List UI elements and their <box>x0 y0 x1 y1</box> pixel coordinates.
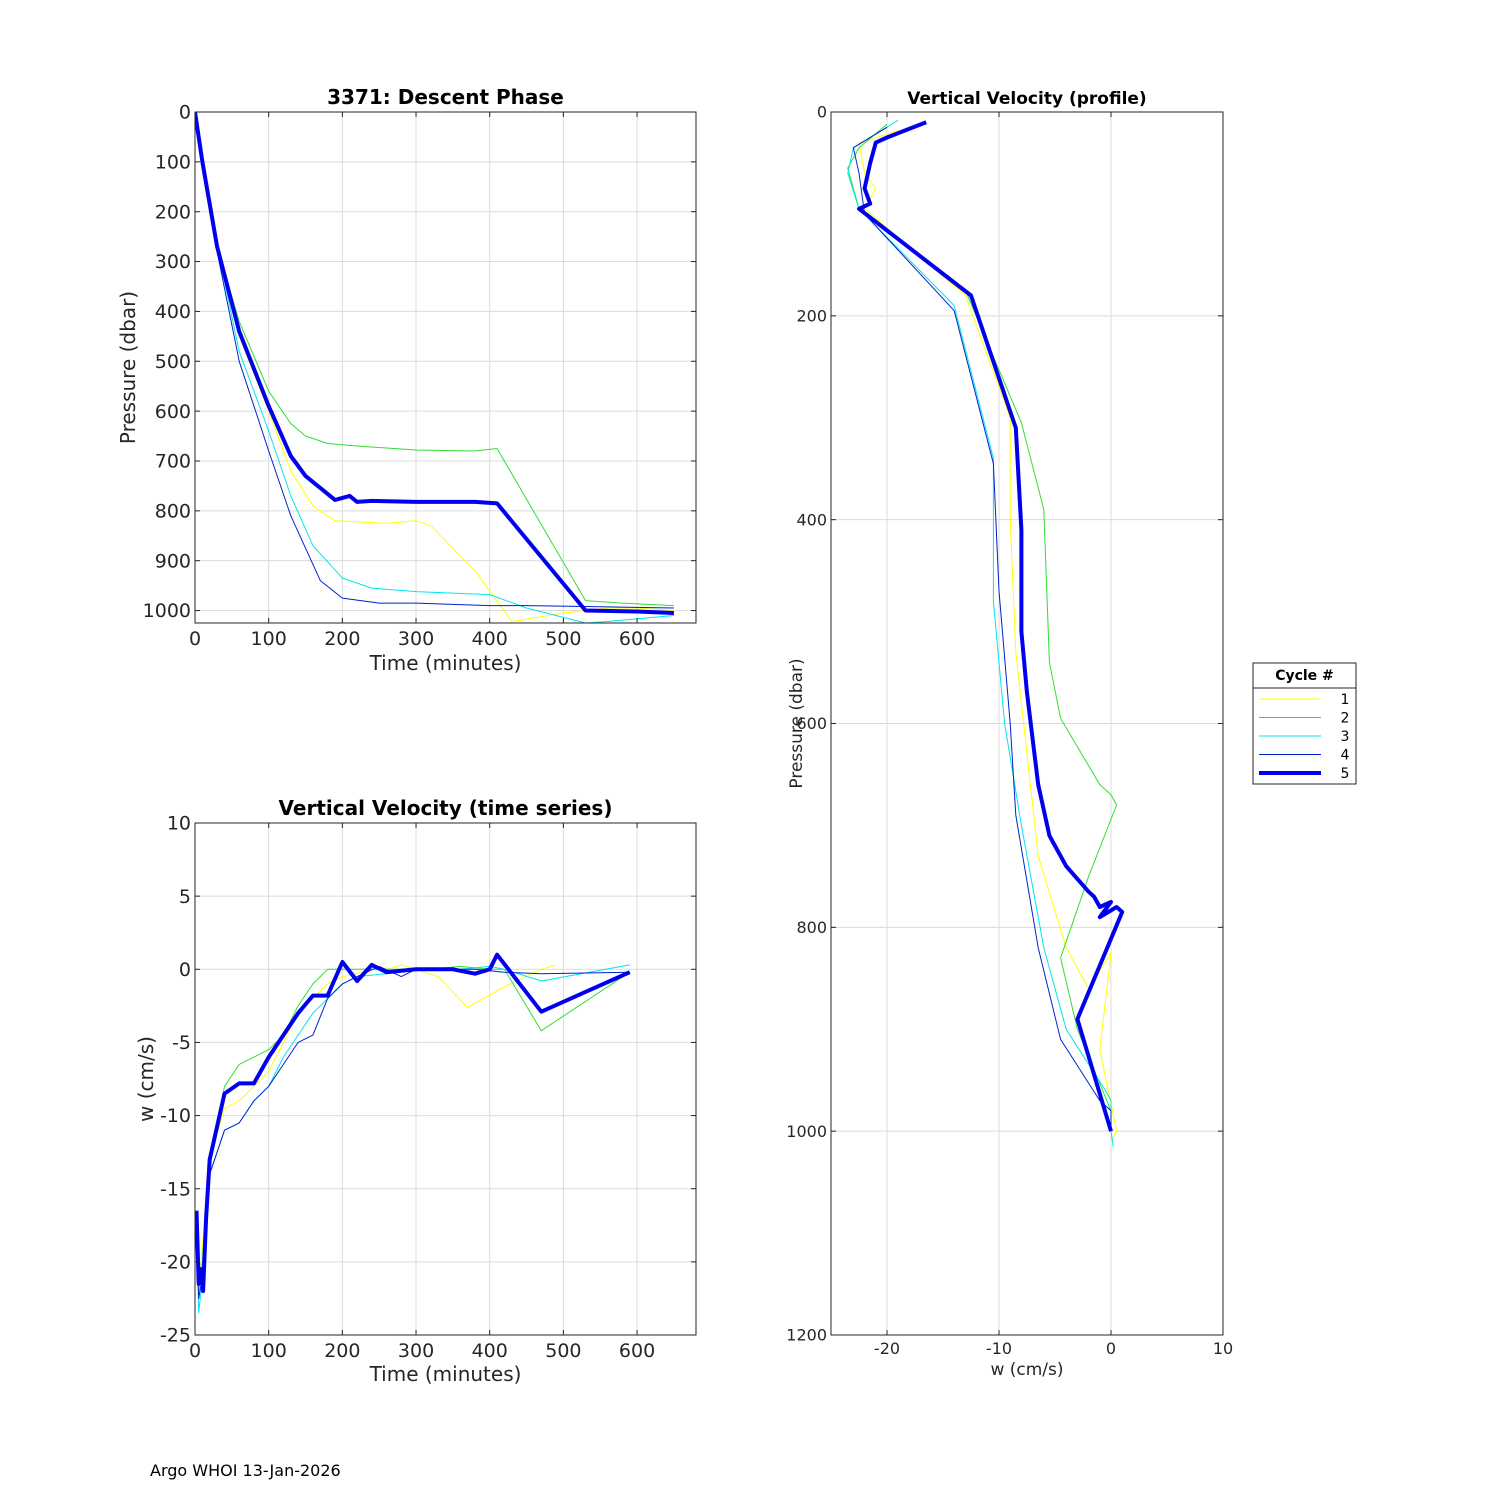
series-line-cycle-5 <box>195 952 631 1294</box>
legend-label-cycle-3: 3 <box>1341 729 1350 745</box>
x-axis-label: Time (minutes) <box>369 1362 522 1386</box>
x-tick-label: 0 <box>189 628 201 650</box>
y-tick-label: 100 <box>155 152 191 174</box>
chart-title: Vertical Velocity (profile) <box>907 89 1146 109</box>
legend-label-cycle-5: 5 <box>1341 766 1350 782</box>
y-tick-label: 600 <box>155 401 191 423</box>
x-tick-label: 300 <box>398 1340 434 1362</box>
legend-label-cycle-2: 2 <box>1341 711 1350 727</box>
y-axis-label: Pressure (dbar) <box>787 658 807 788</box>
x-tick-label: 100 <box>251 628 287 650</box>
x-axis-label: w (cm/s) <box>990 1360 1063 1380</box>
plot-area <box>195 823 696 1335</box>
x-tick-label: 10 <box>1213 1339 1233 1358</box>
x-tick-label: 500 <box>545 1340 581 1362</box>
y-axis-label: w (cm/s) <box>134 1036 158 1122</box>
y-tick-label: 5 <box>179 886 191 908</box>
y-tick-label: -15 <box>160 1178 191 1200</box>
series-group <box>195 952 631 1314</box>
axes-box <box>194 111 697 624</box>
series-line-cycle-4 <box>852 126 1112 1132</box>
axes-box <box>194 822 697 1336</box>
y-tick-label: 400 <box>155 301 191 323</box>
x-tick-label: 200 <box>324 628 360 650</box>
x-tick-label: 0 <box>1106 1339 1116 1358</box>
y-tick-label: -25 <box>160 1325 191 1347</box>
x-tick-label: 0 <box>189 1340 201 1362</box>
series-line-cycle-3 <box>195 112 674 623</box>
y-tick-label: 200 <box>796 306 827 325</box>
series-line-cycle-4 <box>195 112 674 609</box>
y-tick-label: 800 <box>796 918 827 937</box>
y-tick-label: 10 <box>167 813 191 835</box>
x-tick-label: -10 <box>986 1339 1012 1358</box>
y-tick-label: 0 <box>179 959 191 981</box>
y-tick-label: 1000 <box>143 600 191 622</box>
y-axis-label: Pressure (dbar) <box>116 291 140 444</box>
x-tick-label: 100 <box>251 1340 287 1362</box>
y-tick-label: 900 <box>155 550 191 572</box>
legend-box <box>1252 662 1357 785</box>
legend: Cycle # 1 2 3 4 5 <box>1252 662 1357 785</box>
y-tick-label: -20 <box>160 1252 191 1274</box>
legend-title: Cycle # <box>1275 668 1334 684</box>
x-axis-label: Time (minutes) <box>369 651 522 675</box>
velocity_time-axes: 0 100 200 300 400 500 600 -25 -20 -15 -10 -5 0 5 10 Ver… <box>134 796 697 1386</box>
x-tick-label: 600 <box>619 628 655 650</box>
x-tick-label: 300 <box>398 628 434 650</box>
y-tick-label: 0 <box>817 103 827 122</box>
footer-text: Argo WHOI 13-Jan-2026 <box>150 1461 341 1480</box>
descent-axes: 0 100 200 300 400 500 600 0 100 200 300 400 500 600 70… <box>116 85 697 675</box>
y-tick-label: 700 <box>155 451 191 473</box>
x-tick-label: -20 <box>874 1339 900 1358</box>
chart-title: Vertical Velocity (time series) <box>279 796 613 820</box>
x-tick-label: 500 <box>545 628 581 650</box>
y-tick-label: 1000 <box>786 1122 827 1141</box>
chart-title: 3371: Descent Phase <box>327 85 564 109</box>
series-line-cycle-1 <box>858 123 1118 1142</box>
y-tick-label: 400 <box>796 510 827 529</box>
x-tick-label: 400 <box>472 628 508 650</box>
series-line-cycle-5 <box>195 112 674 615</box>
series-line-cycle-5 <box>857 120 1125 1132</box>
legend-label-cycle-1: 1 <box>1341 692 1350 708</box>
x-tick-label: 400 <box>472 1340 508 1362</box>
y-tick-label: 600 <box>796 714 827 733</box>
series-group <box>847 119 1125 1147</box>
y-tick-label: -5 <box>172 1032 191 1054</box>
y-tick-label: 500 <box>155 351 191 373</box>
y-tick-label: -10 <box>160 1105 191 1127</box>
x-tick-label: 200 <box>324 1340 360 1362</box>
series-line-cycle-2 <box>847 123 1118 1111</box>
y-tick-label: 300 <box>155 251 191 273</box>
series-line-cycle-3 <box>847 119 1114 1147</box>
x-tick-label: 600 <box>619 1340 655 1362</box>
y-tick-label: 200 <box>155 201 191 223</box>
y-tick-label: 1200 <box>786 1326 827 1345</box>
y-tick-label: 800 <box>155 500 191 522</box>
legend-label-cycle-4: 4 <box>1341 748 1350 764</box>
y-tick-label: 0 <box>179 102 191 124</box>
series-group <box>195 112 674 623</box>
plot-area <box>195 112 696 623</box>
